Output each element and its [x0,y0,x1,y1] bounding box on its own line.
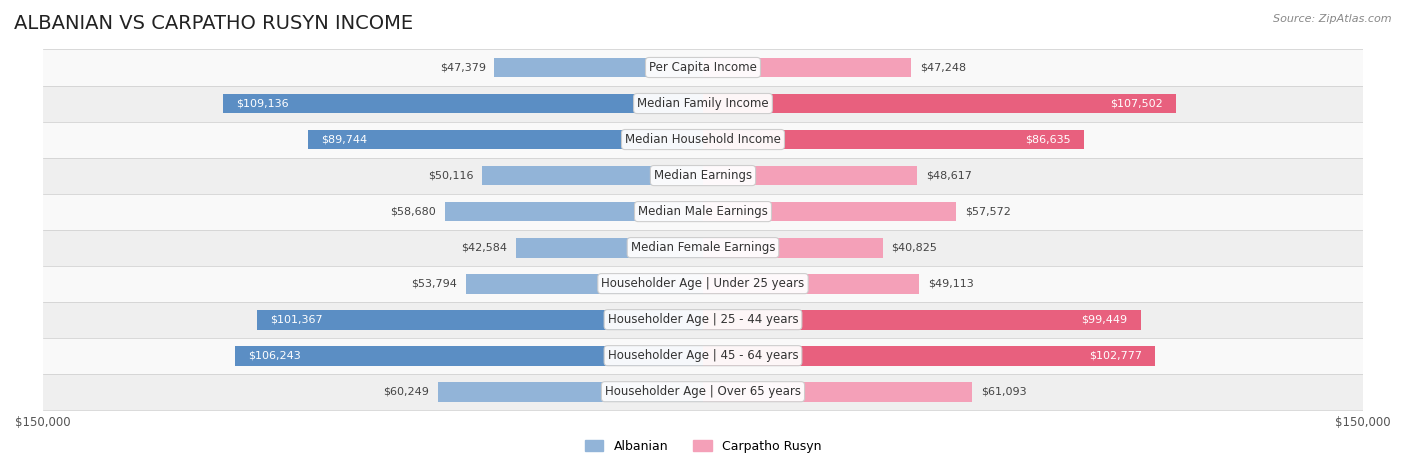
Bar [42,85,1364,121]
Text: $47,379: $47,379 [440,63,485,72]
Bar [42,121,1364,157]
Bar [222,93,703,113]
Bar [703,346,1156,366]
Bar [42,266,1364,302]
Bar [42,157,1364,194]
Bar [42,230,1364,266]
Bar [482,166,703,185]
Text: $40,825: $40,825 [891,243,938,253]
Bar [308,130,703,149]
Bar [257,310,703,330]
Text: $53,794: $53,794 [412,279,457,289]
Bar [703,93,1177,113]
Text: Median Earnings: Median Earnings [654,169,752,182]
Bar [437,382,703,402]
Bar [703,202,956,221]
Bar [703,57,911,78]
Text: ALBANIAN VS CARPATHO RUSYN INCOME: ALBANIAN VS CARPATHO RUSYN INCOME [14,14,413,33]
Text: $107,502: $107,502 [1111,99,1163,108]
Text: Householder Age | 25 - 44 years: Householder Age | 25 - 44 years [607,313,799,326]
Text: Median Female Earnings: Median Female Earnings [631,241,775,254]
Text: $106,243: $106,243 [249,351,301,361]
Bar [703,382,972,402]
Text: Householder Age | 45 - 64 years: Householder Age | 45 - 64 years [607,349,799,362]
Text: $58,680: $58,680 [391,206,436,217]
Text: $48,617: $48,617 [925,170,972,181]
Bar [495,57,703,78]
Text: $50,116: $50,116 [427,170,474,181]
Text: Median Household Income: Median Household Income [626,133,780,146]
Bar [467,274,703,294]
Text: $49,113: $49,113 [928,279,974,289]
Text: Per Capita Income: Per Capita Income [650,61,756,74]
Text: $86,635: $86,635 [1025,134,1071,145]
Bar [703,166,917,185]
Text: $57,572: $57,572 [965,206,1011,217]
Legend: Albanian, Carpatho Rusyn: Albanian, Carpatho Rusyn [585,439,821,453]
Bar [42,302,1364,338]
Text: $47,248: $47,248 [920,63,966,72]
Bar [235,346,703,366]
Text: $102,777: $102,777 [1090,351,1142,361]
Bar [444,202,703,221]
Bar [42,338,1364,374]
Text: Median Male Earnings: Median Male Earnings [638,205,768,218]
Text: $109,136: $109,136 [236,99,288,108]
Bar [516,238,703,257]
Text: Householder Age | Under 25 years: Householder Age | Under 25 years [602,277,804,290]
Bar [42,374,1364,410]
Text: Source: ZipAtlas.com: Source: ZipAtlas.com [1274,14,1392,24]
Text: Median Family Income: Median Family Income [637,97,769,110]
Bar [42,194,1364,230]
Text: $42,584: $42,584 [461,243,506,253]
Bar [703,274,920,294]
Bar [703,130,1084,149]
Text: $89,744: $89,744 [321,134,367,145]
Text: $101,367: $101,367 [270,315,323,325]
Bar [42,50,1364,85]
Text: Householder Age | Over 65 years: Householder Age | Over 65 years [605,385,801,398]
Bar [703,310,1140,330]
Text: $99,449: $99,449 [1081,315,1128,325]
Bar [703,238,883,257]
Text: $61,093: $61,093 [981,387,1026,396]
Text: $60,249: $60,249 [384,387,429,396]
